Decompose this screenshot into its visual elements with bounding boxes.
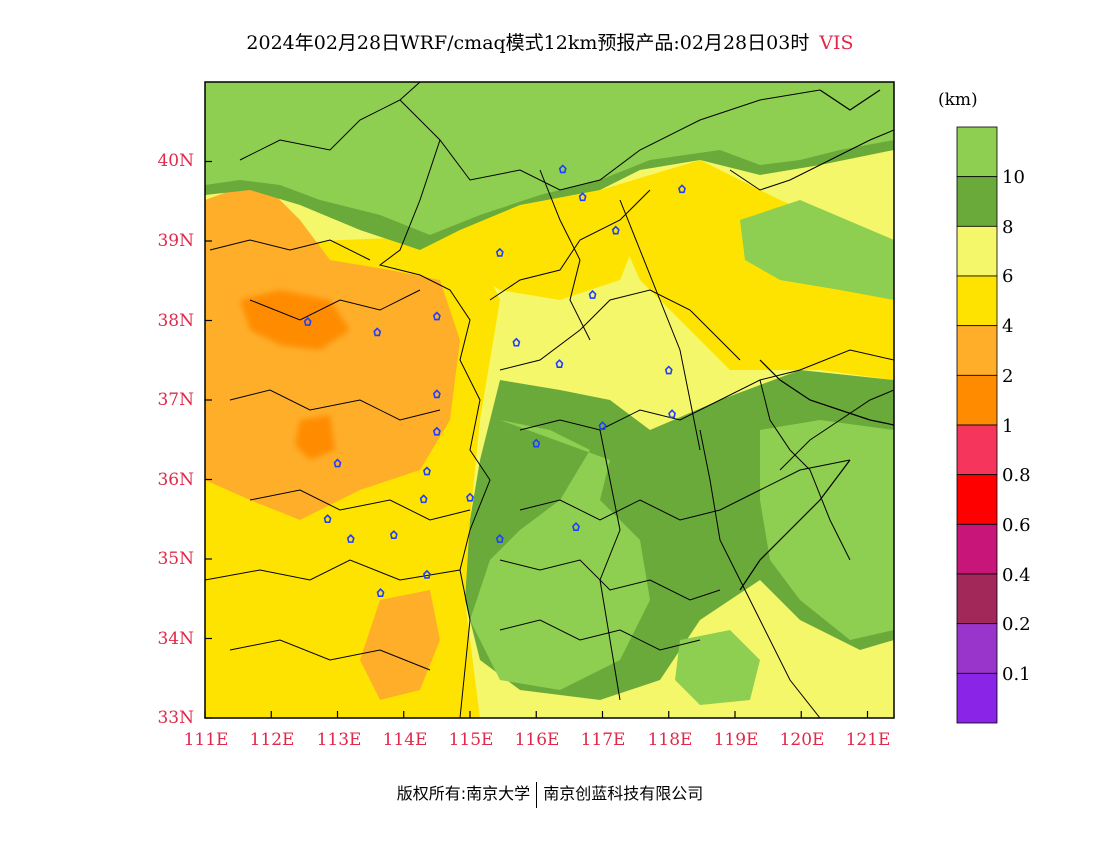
city-marker-icon	[373, 327, 382, 337]
province-boundaries	[205, 82, 894, 718]
field-orange-s	[360, 590, 440, 700]
colorbar-swatch	[956, 523, 998, 575]
colorbar-swatch	[956, 424, 998, 476]
lat-tick-39: 39N	[157, 231, 194, 251]
lon-tick-118: 118E	[647, 730, 693, 750]
city-marker-icon	[432, 311, 441, 321]
city-marker-icon	[512, 337, 521, 347]
city-marker-icon	[376, 588, 385, 597]
colorbar-label-1: 1	[1002, 416, 1014, 437]
lon-tick-112: 112E	[249, 730, 295, 750]
map-title: 2024年02月28日WRF/cmaq模式12km预报产品:02月28日03时 V…	[0, 28, 1100, 55]
field-green-se	[675, 630, 760, 705]
colorbar-swatch	[956, 325, 998, 376]
city-marker-icon	[598, 421, 607, 431]
colorbar-label-8: 8	[1002, 217, 1014, 238]
colorbar-swatch	[956, 225, 998, 277]
colorbar-label-0.2: 0.2	[1002, 614, 1031, 635]
city-marker-icon	[578, 192, 587, 202]
field-green-ne	[740, 200, 894, 300]
lat-tick-38: 38N	[157, 311, 194, 331]
city-marker-icon	[664, 365, 673, 375]
colorbar-swatch	[956, 176, 998, 227]
city-marker-icon	[419, 494, 428, 504]
colorbar-label-6: 6	[1002, 266, 1014, 287]
colorbar-label-0.8: 0.8	[1002, 465, 1031, 486]
lat-tick-36: 36N	[157, 470, 194, 490]
colorbar-label-10: 10	[1002, 167, 1025, 188]
axis-ticks	[204, 160, 869, 719]
title-variable: VIS	[819, 32, 854, 54]
copyright-left: 版权所有:南京大学	[396, 784, 531, 803]
lat-tick-40: 40N	[157, 151, 194, 171]
visibility-field	[205, 82, 894, 718]
colorbar-label-0.6: 0.6	[1002, 515, 1031, 536]
city-marker-icon	[466, 492, 474, 502]
city-marker-icon	[423, 569, 431, 579]
lon-tick-117: 117E	[580, 730, 626, 750]
colorbar-label-4: 4	[1002, 316, 1014, 337]
lon-tick-120: 120E	[779, 730, 825, 750]
colorbar	[956, 126, 998, 724]
city-marker-icon	[611, 225, 620, 235]
colorbar-label-0.1: 0.1	[1002, 664, 1031, 685]
lon-tick-113: 113E	[316, 730, 362, 750]
field-orange	[205, 180, 460, 520]
field-darkorange-1	[240, 290, 350, 350]
field-green-center	[470, 420, 650, 690]
city-marker-icon	[668, 409, 676, 419]
colorbar-swatch	[956, 474, 998, 525]
colorbar-swatch	[956, 374, 998, 426]
colorbar-label-0.4: 0.4	[1002, 565, 1031, 586]
city-marker-icon	[432, 426, 441, 436]
lon-tick-111: 111E	[183, 730, 229, 750]
city-marker-icon	[432, 389, 441, 399]
footer-separator	[536, 781, 538, 808]
city-marker-icon	[495, 533, 504, 543]
colorbar-swatch	[956, 126, 998, 178]
city-marker-icon	[346, 533, 355, 543]
coastline	[739, 89, 895, 591]
lon-tick-119: 119E	[713, 730, 759, 750]
field-green-east	[760, 420, 894, 640]
copyright-right: 南京创蓝科技有限公司	[543, 784, 704, 803]
lat-tick-34: 34N	[157, 629, 194, 649]
colorbar-swatch	[956, 623, 998, 674]
lon-tick-121: 121E	[845, 730, 891, 750]
city-marker-icon	[558, 164, 567, 174]
colorbar-unit: (km)	[938, 90, 978, 110]
field-yellow-ne	[600, 160, 894, 380]
city-marker-icon	[423, 466, 431, 476]
colorbar-swatch	[956, 573, 998, 625]
city-marker-icon	[333, 458, 342, 468]
colorbar-swatch	[956, 672, 998, 724]
city-marker-icon	[678, 184, 686, 194]
city-marker-icon	[389, 530, 398, 539]
lat-tick-35: 35N	[157, 549, 194, 569]
city-marker-icon	[303, 316, 312, 326]
lon-tick-114: 114E	[382, 730, 428, 750]
lat-tick-37: 37N	[157, 390, 194, 410]
city-marker-icon	[555, 359, 564, 369]
field-darkorange-2	[295, 415, 335, 460]
city-marker-icon	[495, 247, 504, 257]
lon-tick-115: 115E	[448, 730, 494, 750]
lon-tick-116: 116E	[514, 730, 560, 750]
city-marker-icon	[323, 514, 332, 524]
copyright-footer: 版权所有:南京大学 南京创蓝科技有限公司	[0, 780, 1100, 808]
city-marker-icon	[572, 522, 580, 531]
field-green-top	[205, 82, 894, 235]
colorbar-label-2: 2	[1002, 366, 1014, 387]
city-marker-icon	[588, 289, 597, 299]
lat-tick-33: 33N	[157, 708, 194, 728]
title-main: 2024年02月28日WRF/cmaq模式12km预报产品:02月28日03时	[246, 32, 810, 54]
city-marker-icon	[532, 438, 541, 448]
city-markers	[303, 164, 686, 597]
colorbar-swatch	[956, 275, 998, 327]
